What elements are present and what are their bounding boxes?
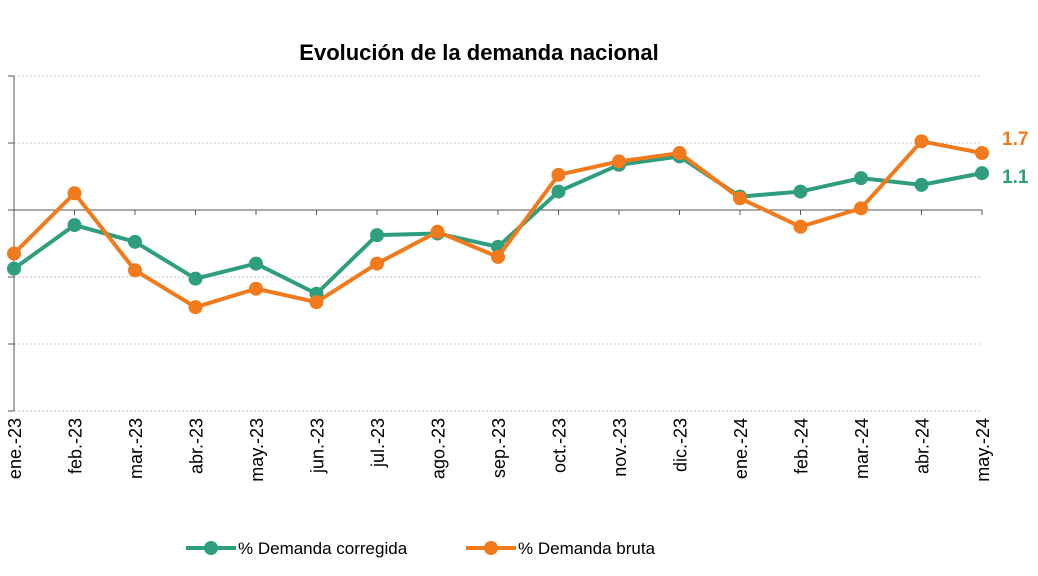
x-tick-label: ene.-23 xyxy=(5,418,25,479)
legend-label: % Demanda bruta xyxy=(518,539,656,558)
data-point xyxy=(793,184,808,199)
data-point xyxy=(491,249,505,264)
data-point xyxy=(551,184,566,199)
data-point xyxy=(309,295,324,310)
end-label-1: 1.1 xyxy=(1002,167,1029,188)
data-point xyxy=(188,271,203,286)
x-tick-label: nov.-23 xyxy=(610,418,630,477)
x-tick-label: feb.-23 xyxy=(66,418,86,474)
grid-lines xyxy=(14,75,982,412)
x-tick-label: sep.-23 xyxy=(489,418,509,478)
legend: % Demanda corregida % Demanda bruta xyxy=(186,539,656,558)
chart-title: Evolución de la demanda nacional xyxy=(299,40,658,65)
x-tick-label: mar.-23 xyxy=(126,418,146,479)
x-tick-label: abr.-24 xyxy=(913,418,933,474)
data-point xyxy=(612,154,626,169)
x-tick-label: dic.-23 xyxy=(671,418,691,472)
data-point xyxy=(67,218,82,233)
axes xyxy=(8,75,983,412)
x-tick-label: jul.-23 xyxy=(368,418,388,468)
series-line xyxy=(12,154,983,296)
end-labels: 1.1 1.7 xyxy=(1002,129,1029,188)
x-tick-label: feb.-24 xyxy=(792,418,812,474)
data-point xyxy=(249,256,263,271)
x-tick-label: jun.-23 xyxy=(308,418,328,474)
x-tick-label: mar.-24 xyxy=(852,418,872,479)
legend-marker xyxy=(484,541,498,555)
data-point xyxy=(793,219,808,234)
data-point xyxy=(914,134,929,149)
data-point xyxy=(67,186,82,201)
legend-label: % Demanda corregida xyxy=(238,539,408,558)
legend-marker xyxy=(204,541,218,555)
end-label-2: 1.7 xyxy=(1002,129,1028,150)
data-point xyxy=(430,224,445,239)
data-point xyxy=(975,166,989,181)
series-1 xyxy=(7,149,989,301)
x-tick-label: oct.-23 xyxy=(550,418,570,473)
data-point xyxy=(128,263,142,278)
legend-item-2: % Demanda bruta xyxy=(466,539,656,558)
data-point xyxy=(370,256,384,271)
series-line xyxy=(12,139,983,310)
series-2 xyxy=(7,134,989,315)
data-point xyxy=(672,146,687,161)
data-point xyxy=(914,177,929,192)
legend-item-1: % Demanda corregida xyxy=(186,539,408,558)
data-point xyxy=(370,228,384,243)
x-tick-label: abr.-23 xyxy=(187,418,207,474)
data-point xyxy=(249,281,263,296)
data-point xyxy=(7,261,21,276)
data-point xyxy=(7,246,21,261)
x-tick-labels: ene.-23 feb.-23 mar.-23 abr.-23 may.-23 jun.-… xyxy=(5,418,993,482)
data-point xyxy=(551,167,566,182)
x-tick-label: may.-23 xyxy=(247,418,267,482)
data-point xyxy=(733,191,747,206)
x-tick-label: ene.-24 xyxy=(731,418,751,479)
data-point xyxy=(188,300,203,315)
x-tick-label: may.-24 xyxy=(973,418,993,482)
series-layer xyxy=(7,134,989,315)
x-tick-label: ago.-23 xyxy=(429,418,449,479)
data-point xyxy=(975,146,989,161)
data-point xyxy=(854,171,868,186)
data-point xyxy=(854,201,868,216)
data-point xyxy=(128,234,142,249)
